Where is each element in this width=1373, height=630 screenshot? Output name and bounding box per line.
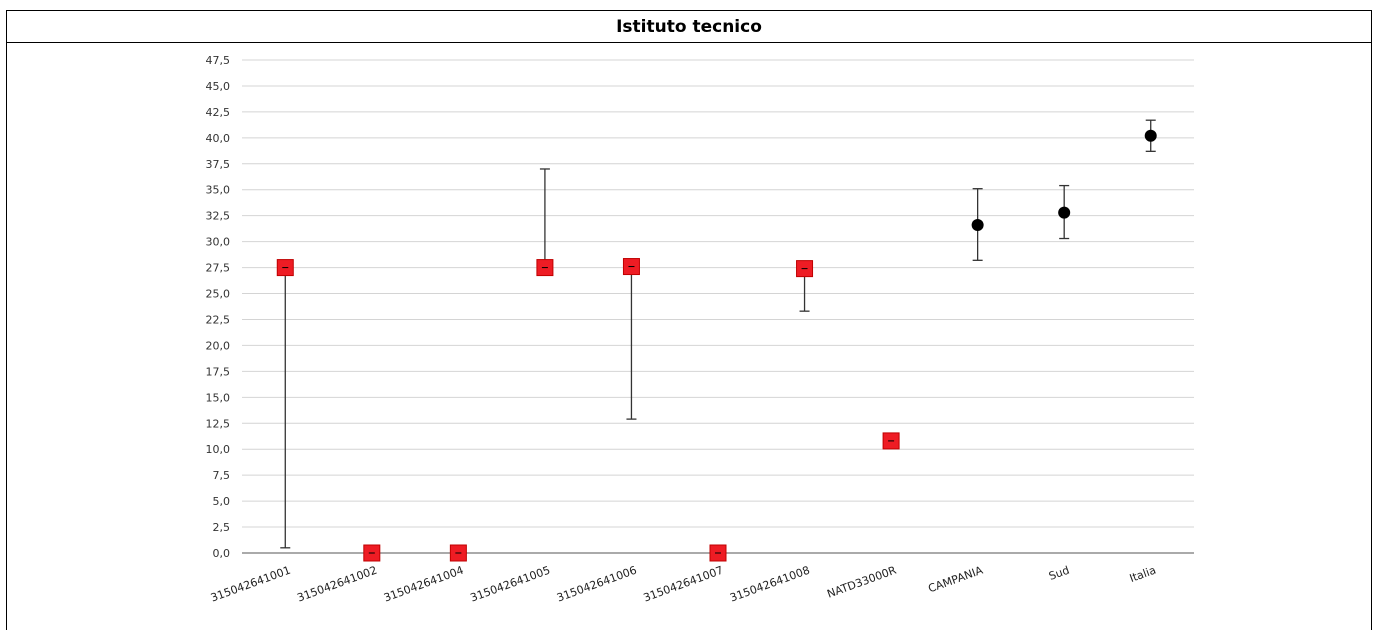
y-tick-label: 27,5 [206,262,231,275]
table-header-row: Istituto tecnico [7,11,1371,43]
y-tick-label: 22,5 [206,313,231,326]
x-category-label: NATD33000R [825,563,898,600]
y-tick-label: 5,0 [213,495,231,508]
x-category-label: Sud [1047,564,1071,583]
y-tick-label: 30,0 [206,236,231,249]
x-category-label: CAMPANIA [927,563,986,595]
x-category-label: 315042641001 [209,564,292,605]
data-point-circle [971,219,984,232]
y-tick-label: 40,0 [206,132,231,145]
x-category-label: 315042641002 [295,564,378,605]
y-tick-label: 20,0 [206,339,231,352]
y-tick-label: 10,0 [206,443,231,456]
x-category-label: 315042641007 [642,564,725,605]
y-tick-label: 35,0 [206,184,231,197]
y-tick-label: 0,0 [213,547,231,560]
table-header-title: Istituto tecnico [616,16,762,37]
x-category-label: Italia [1128,564,1158,586]
y-tick-label: 12,5 [206,417,231,430]
x-category-label: 315042641008 [728,564,811,605]
y-tick-label: 17,5 [206,365,231,378]
chart-grid [242,59,1194,528]
y-axis-ticks: 0,0 2,5 5,0 7,5 10,0 12,5 15,0 17,5 20,0 22,5 25,0… [206,54,231,560]
table-frame: Istituto tecnico [6,10,1372,630]
y-tick-label: 32,5 [206,210,231,223]
data-markers [276,129,1157,562]
y-tick-label: 47,5 [206,54,231,67]
y-tick-label: 7,5 [213,469,231,482]
y-tick-label: 2,5 [213,521,231,534]
error-bars [280,119,1156,549]
y-tick-label: 42,5 [206,106,231,119]
y-tick-label: 15,0 [206,391,231,404]
data-point-circle [1058,206,1071,219]
x-category-label: 315042641005 [469,564,552,605]
y-tick-label: 25,0 [206,288,231,301]
x-category-label: 315042641004 [382,564,465,605]
x-category-label: 315042641006 [555,564,638,605]
y-tick-label: 37,5 [206,158,231,171]
data-point-circle [1144,129,1157,142]
y-tick-label: 45,0 [206,80,231,93]
x-axis-labels: 315042641001 315042641002 315042641004 3150… [209,563,1158,604]
